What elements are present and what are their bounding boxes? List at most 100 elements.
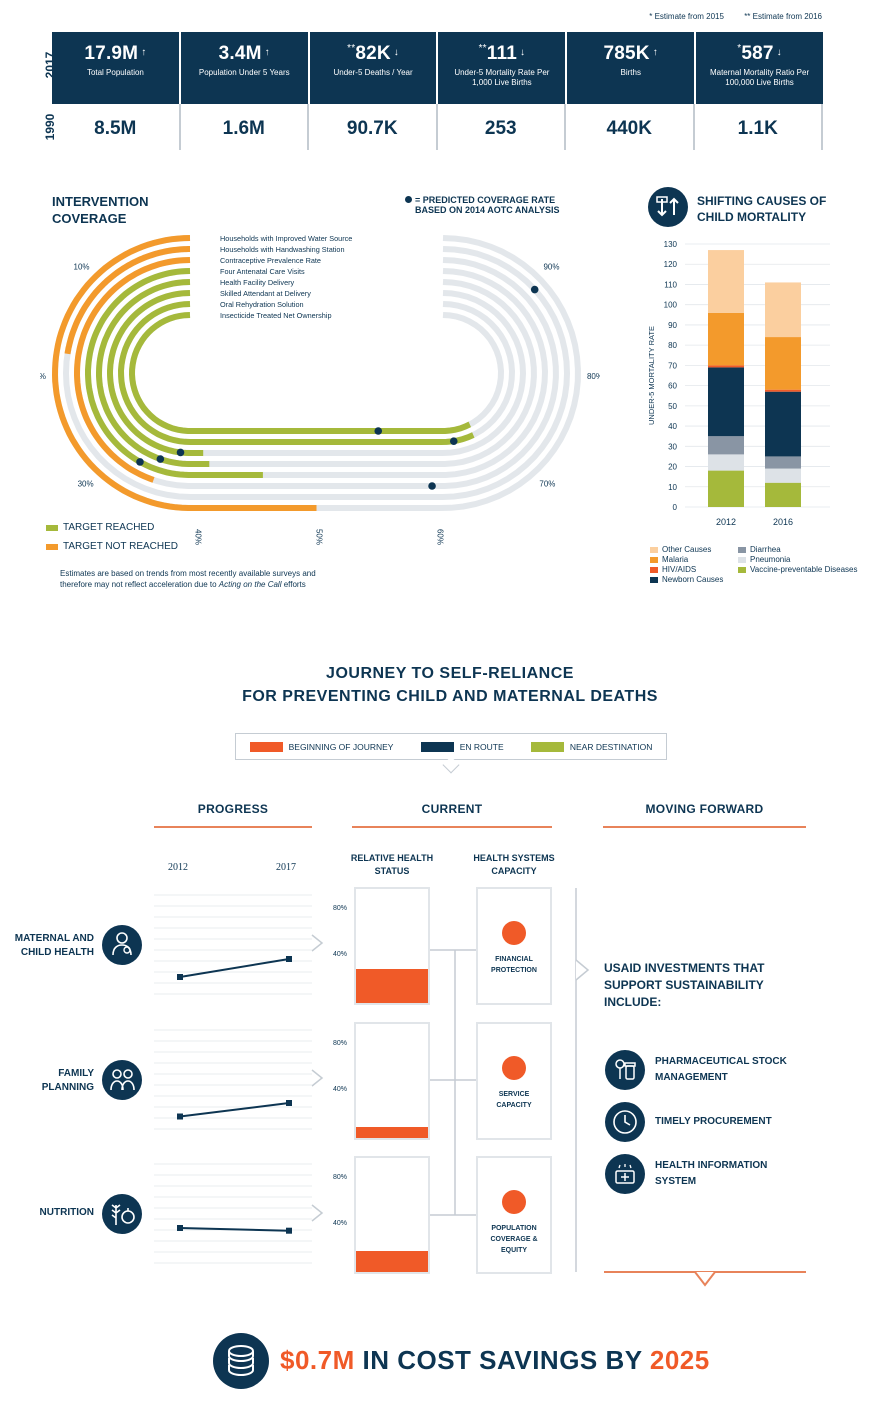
coverage-series-label: Four Antenatal Care Visits xyxy=(220,267,305,276)
stacked-bar-segment xyxy=(708,454,744,471)
current-heading: CURRENT xyxy=(352,802,552,828)
coverage-tick-label: 10% xyxy=(74,263,90,272)
coverage-series-label: Skilled Attendant at Delivery xyxy=(220,289,311,298)
coverage-bar xyxy=(117,301,475,445)
investment-list: PHARMACEUTICAL STOCK MANAGEMENT TIMELY PRO… xyxy=(605,1050,835,1206)
stacked-bar-segment xyxy=(708,312,744,366)
estimate-mark: ** xyxy=(347,43,356,54)
stat-old-value: 440K xyxy=(566,104,695,150)
stage-swatch xyxy=(420,741,454,752)
y-tick-label: 90 xyxy=(668,321,677,330)
stage-swatch xyxy=(249,741,283,752)
journey-connectors xyxy=(311,888,806,1287)
estimate-mark: * xyxy=(737,43,742,54)
shifting-title-line2: CHILD MORTALITY xyxy=(697,210,807,224)
stacked-bar-segment xyxy=(708,470,744,507)
investment-label-line: TIMELY PROCUREMENT xyxy=(655,1116,772,1127)
y-tick-label: 70 xyxy=(668,361,677,370)
progress-heading: PROGRESS xyxy=(154,802,312,828)
stat-number: 82K xyxy=(355,43,391,64)
forward-line1: USAID INVESTMENTS THAT xyxy=(604,961,765,975)
estimates-note: * Estimate from 2015 ** Estimate from 20… xyxy=(631,12,822,21)
progress-line-chart xyxy=(154,1163,312,1264)
investment-item: TIMELY PROCUREMENT xyxy=(605,1102,835,1142)
stacked-bar-segment xyxy=(765,391,801,457)
legend-label: HIV/AIDS xyxy=(662,565,697,574)
y-tick-label: 60 xyxy=(668,382,677,391)
arrow-up-icon: ↑ xyxy=(652,47,658,58)
investment-item: HEALTH INFORMATION SYSTEM xyxy=(605,1154,835,1194)
capacity-label-line: PROTECTION xyxy=(491,967,537,974)
stacked-bar-segment xyxy=(765,282,801,338)
coverage-tick-label: 60% xyxy=(435,529,444,545)
coverage-tick-label: 90% xyxy=(543,263,559,272)
stat-cell: **82K ↓ Under-5 Deaths / Year xyxy=(309,32,439,104)
y-axis-label: UNDER-5 MORTALITY RATE xyxy=(647,326,656,425)
legend-target-not-reached: TARGET NOT REACHED xyxy=(46,541,178,552)
investment-label-line: SYSTEM xyxy=(655,1176,697,1187)
stat-old-value: 90.7K xyxy=(309,104,438,150)
stat-label: Total Population xyxy=(86,68,144,77)
legend-entry: Other Causes xyxy=(650,545,738,554)
pct-80-label: 80% xyxy=(333,905,348,912)
coverage-tick-label: 80% xyxy=(587,372,600,381)
y-tick-label: 120 xyxy=(664,260,678,269)
stage-label: EN ROUTE xyxy=(459,741,504,752)
footnote-text-b: efforts xyxy=(281,580,306,589)
legend-entry: Vaccine-preventable Diseases xyxy=(738,565,865,574)
investment-label: TIMELY PROCUREMENT xyxy=(655,1114,772,1130)
cost-savings-banner: $0.7M IN COST SAVINGS BY 2025 xyxy=(280,1345,710,1376)
savings-middle: IN COST SAVINGS BY xyxy=(354,1345,650,1375)
stats-current-row: 17.9M ↑ Total Population 3.4M ↑ Population Un… xyxy=(52,32,823,104)
stats-base-row: 8.5M 1.6M 90.7K 253 440K 1.1K xyxy=(52,104,823,150)
moving-forward-heading: MOVING FORWARD xyxy=(603,802,806,828)
coverage-title: INTERVENTION COVERAGE xyxy=(52,193,172,227)
y-tick-label: 110 xyxy=(664,280,677,289)
coverage-bar xyxy=(96,279,210,467)
capacity-label-line: SERVICE xyxy=(498,1091,530,1098)
health-area-label: NUTRITION xyxy=(0,1206,94,1220)
capacity-label-line: POPULATION xyxy=(491,1225,537,1232)
stat-cell: **111 ↓ Under-5 Mortality Rate Per 1,000 L… xyxy=(438,32,568,104)
stacked-bar-segment xyxy=(765,337,801,390)
legend-label: Vaccine-preventable Diseases xyxy=(750,565,858,574)
y-tick-label: 40 xyxy=(668,422,677,431)
capacity-label: SERVICE CAPACITY xyxy=(478,1089,550,1111)
legend-label: Other Causes xyxy=(662,545,712,554)
coverage-legend: TARGET REACHED TARGET NOT REACHED xyxy=(46,522,178,552)
estimate-2016-note: ** Estimate from 2016 xyxy=(744,12,822,21)
stage-legend-item: NEAR DESTINATION xyxy=(530,741,652,752)
legend-swatch xyxy=(650,546,658,553)
coverage-bar xyxy=(85,268,263,478)
journey-title-line2: FOR PREVENTING CHILD AND MATERNAL DEATHS xyxy=(242,688,658,705)
coverage-series-label: Insecticide Treated Net Ownership xyxy=(220,311,332,320)
legend-entry: Newborn Causes xyxy=(650,575,738,584)
coverage-track-chart: Households with Improved Water Source Hou… xyxy=(40,234,600,545)
predicted-legend: = PREDICTED COVERAGE RATE BASED ON 2014 … xyxy=(405,195,605,215)
stat-cell: 3.4M ↑ Population Under 5 Years xyxy=(180,32,310,104)
legend-entry: Diarrhea xyxy=(738,545,865,554)
stat-value: 785K ↑ xyxy=(567,43,694,65)
stacked-bar-segment xyxy=(708,365,744,368)
footnote-text-a: therefore may not reflect acceleration d… xyxy=(60,580,219,589)
progress-point xyxy=(177,1225,183,1231)
predicted-marker xyxy=(428,482,436,490)
relative-health-status-box xyxy=(354,887,430,1005)
not-reached-swatch xyxy=(46,543,58,550)
mother-child-icon xyxy=(102,925,142,965)
stacked-bar-segment xyxy=(708,367,744,437)
capacity-label: POPULATION COVERAGE & EQUITY xyxy=(478,1223,550,1256)
progress-line xyxy=(179,958,290,978)
arrows-up-down-icon xyxy=(648,187,688,227)
pill-bottle-icon xyxy=(605,1050,645,1090)
coverage-series-label: Oral Rehydration Solution xyxy=(220,300,304,309)
coverage-track xyxy=(117,301,516,445)
y-tick-label: 130 xyxy=(664,240,678,249)
stat-label: Population Under 5 Years xyxy=(198,68,290,77)
stat-value: **82K ↓ xyxy=(310,43,437,65)
shifting-legend: Other Causes Diarrhea Malaria Pneumonia HIV/… xyxy=(650,545,865,584)
relative-health-status-box xyxy=(354,1156,430,1274)
predicted-marker xyxy=(530,285,539,294)
not-reached-label: TARGET NOT REACHED xyxy=(63,541,179,552)
stat-cell: 17.9M ↑ Total Population xyxy=(52,32,181,104)
